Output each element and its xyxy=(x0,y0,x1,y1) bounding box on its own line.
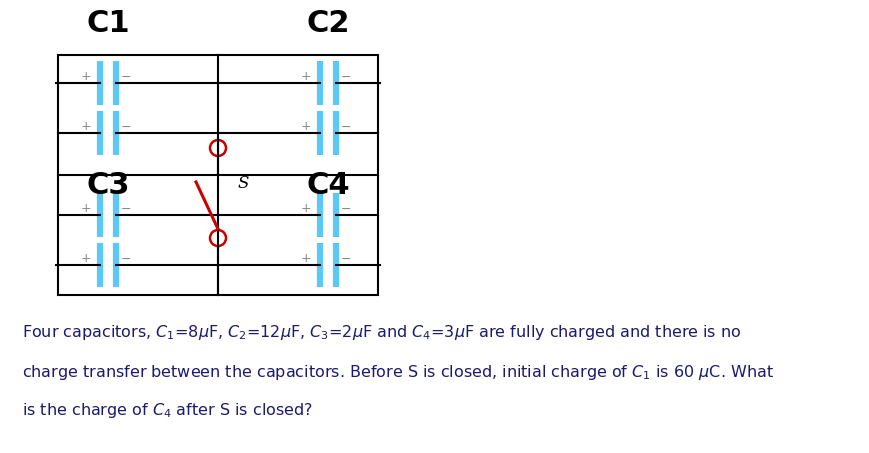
Text: Four capacitors, $C_1$=8$\mu$F, $C_2$=12$\mu$F, $C_3$=2$\mu$F and $C_4$=3$\mu$F : Four capacitors, $C_1$=8$\mu$F, $C_2$=12… xyxy=(22,323,740,342)
Text: −: − xyxy=(121,120,131,134)
Text: −: − xyxy=(341,71,351,83)
Text: C2: C2 xyxy=(306,9,349,38)
Text: −: − xyxy=(341,202,351,216)
Text: is the charge of $C_4$ after S is closed?: is the charge of $C_4$ after S is closed… xyxy=(22,401,313,420)
Text: −: − xyxy=(341,252,351,265)
Text: charge transfer between the capacitors. Before S is closed, initial charge of $C: charge transfer between the capacitors. … xyxy=(22,363,773,382)
Text: +: + xyxy=(81,71,91,83)
Text: S: S xyxy=(238,174,249,192)
Text: +: + xyxy=(301,71,311,83)
Text: C3: C3 xyxy=(86,170,129,199)
Text: +: + xyxy=(81,202,91,216)
Text: +: + xyxy=(81,252,91,265)
Text: +: + xyxy=(301,120,311,134)
Bar xyxy=(58,55,377,295)
Text: C1: C1 xyxy=(86,9,129,38)
Text: C4: C4 xyxy=(306,170,349,199)
Text: +: + xyxy=(301,252,311,265)
Text: +: + xyxy=(301,202,311,216)
Text: −: − xyxy=(121,71,131,83)
Text: +: + xyxy=(81,120,91,134)
Text: −: − xyxy=(121,252,131,265)
Text: −: − xyxy=(121,202,131,216)
Text: −: − xyxy=(341,120,351,134)
